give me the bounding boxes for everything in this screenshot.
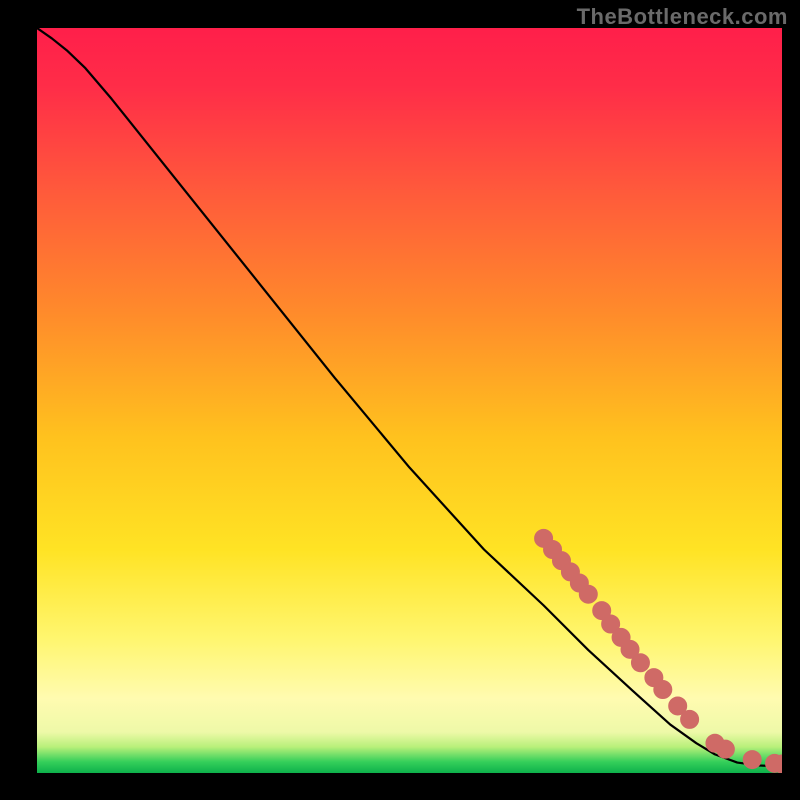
data-marker xyxy=(654,681,672,699)
plot-area xyxy=(37,28,782,773)
chart-root: { "meta": { "watermark_text": "TheBottle… xyxy=(0,0,800,800)
marker-group xyxy=(535,529,782,773)
chart-overlay xyxy=(37,28,782,773)
data-marker xyxy=(743,751,761,769)
watermark-text: TheBottleneck.com xyxy=(577,4,788,30)
curve-line xyxy=(37,28,782,766)
data-marker xyxy=(579,585,597,603)
data-marker xyxy=(681,710,699,728)
data-marker xyxy=(716,740,734,758)
data-marker xyxy=(631,654,649,672)
